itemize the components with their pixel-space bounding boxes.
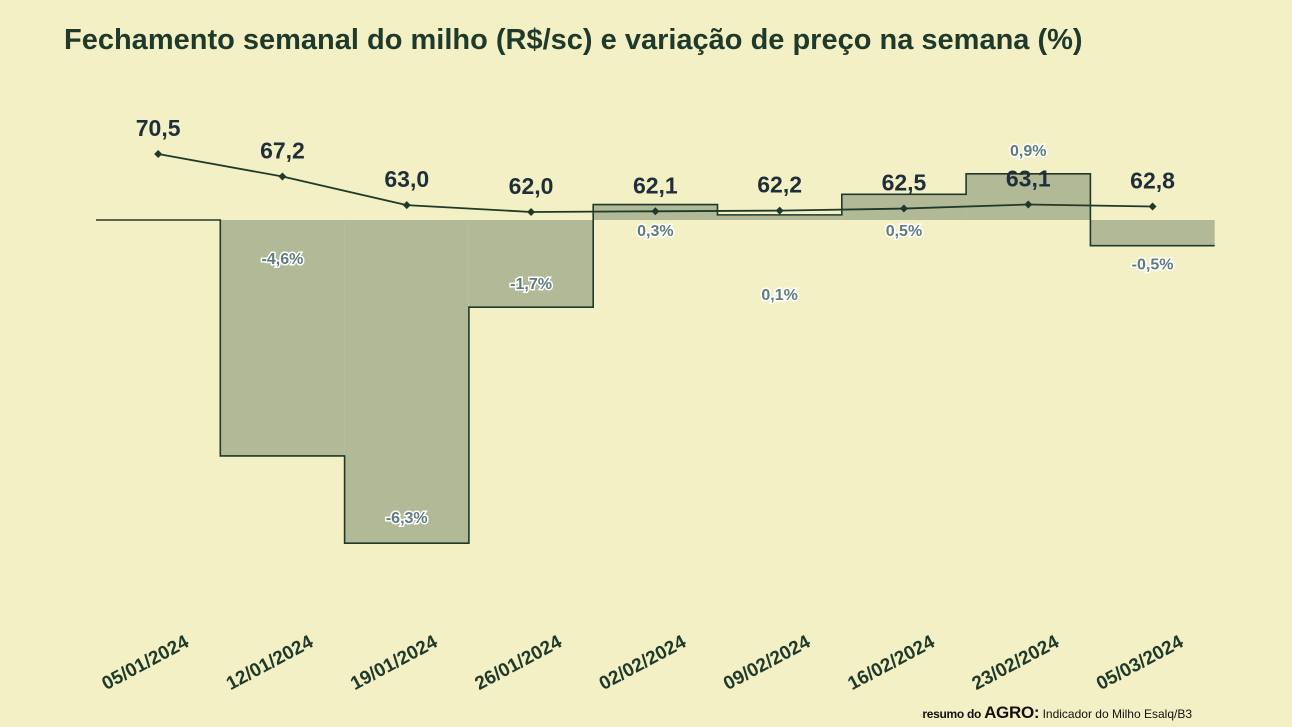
variation-bar bbox=[468, 220, 594, 308]
price-point bbox=[402, 201, 411, 210]
brand-logo: resumo do AGRO: bbox=[922, 703, 1040, 722]
price-label: 63,1 bbox=[1006, 165, 1051, 191]
price-point bbox=[775, 206, 784, 215]
price-label: 70,5 bbox=[136, 115, 181, 141]
price-label: 63,0 bbox=[384, 166, 429, 192]
price-line-series bbox=[154, 150, 1157, 216]
x-tick-label: 26/01/2024 bbox=[472, 631, 566, 694]
price-label: 67,2 bbox=[260, 138, 305, 164]
x-axis: 05/01/2024 12/01/2024 19/01/2024 26/01/2024… bbox=[99, 631, 1188, 694]
data-labels: 70,5 67,2 63,0 62,0 62,1 62,2 62,5 63,1 62,8 -4,6… bbox=[136, 115, 1175, 529]
price-label: 62,1 bbox=[633, 172, 678, 198]
variation-label: 0,9% bbox=[1010, 143, 1046, 160]
variation-bar bbox=[344, 220, 469, 544]
chart-title: Fechamento semanal do milho (R$/sc) e va… bbox=[64, 24, 1083, 56]
x-tick-label: 23/02/2024 bbox=[969, 631, 1063, 694]
variation-label: 0,5% bbox=[886, 223, 922, 240]
x-tick-label: 05/01/2024 bbox=[99, 631, 193, 694]
x-tick-label: 02/02/2024 bbox=[596, 631, 690, 694]
variation-step-outline bbox=[96, 173, 1215, 544]
source-note: Indicador do Milho Esalq/B3 bbox=[1042, 707, 1192, 721]
variation-bar bbox=[717, 214, 842, 220]
x-tick-label: 05/03/2024 bbox=[1093, 631, 1187, 694]
price-point bbox=[899, 204, 908, 213]
footer: resumo do AGRO: Indicador do Milho Esalq… bbox=[922, 703, 1192, 723]
variation-step-line bbox=[96, 173, 1215, 544]
price-label: 62,5 bbox=[882, 170, 927, 196]
price-point bbox=[154, 150, 163, 158]
price-point bbox=[278, 172, 287, 181]
variation-bar bbox=[1090, 220, 1215, 246]
x-tick-label: 16/02/2024 bbox=[844, 631, 938, 694]
variation-label: -4,6% bbox=[262, 251, 304, 268]
variation-label: 0,1% bbox=[761, 287, 797, 304]
x-tick-label: 19/01/2024 bbox=[347, 631, 441, 694]
variation-label: -0,5% bbox=[1132, 257, 1174, 274]
x-tick-label: 09/02/2024 bbox=[720, 631, 814, 694]
price-point bbox=[1148, 202, 1157, 211]
price-point bbox=[1024, 200, 1033, 209]
variation-bar bbox=[966, 173, 1091, 220]
x-tick-label: 12/01/2024 bbox=[223, 631, 317, 694]
variation-bars bbox=[220, 173, 1215, 544]
price-label: 62,2 bbox=[757, 172, 802, 198]
price-point bbox=[651, 207, 660, 216]
price-label: 62,8 bbox=[1130, 168, 1175, 194]
variation-label: 0,3% bbox=[637, 223, 673, 240]
variation-label: -1,7% bbox=[510, 276, 552, 293]
price-point bbox=[527, 207, 536, 216]
variation-label: -6,3% bbox=[386, 510, 428, 527]
variation-bar bbox=[220, 220, 345, 456]
price-label: 62,0 bbox=[509, 173, 554, 199]
